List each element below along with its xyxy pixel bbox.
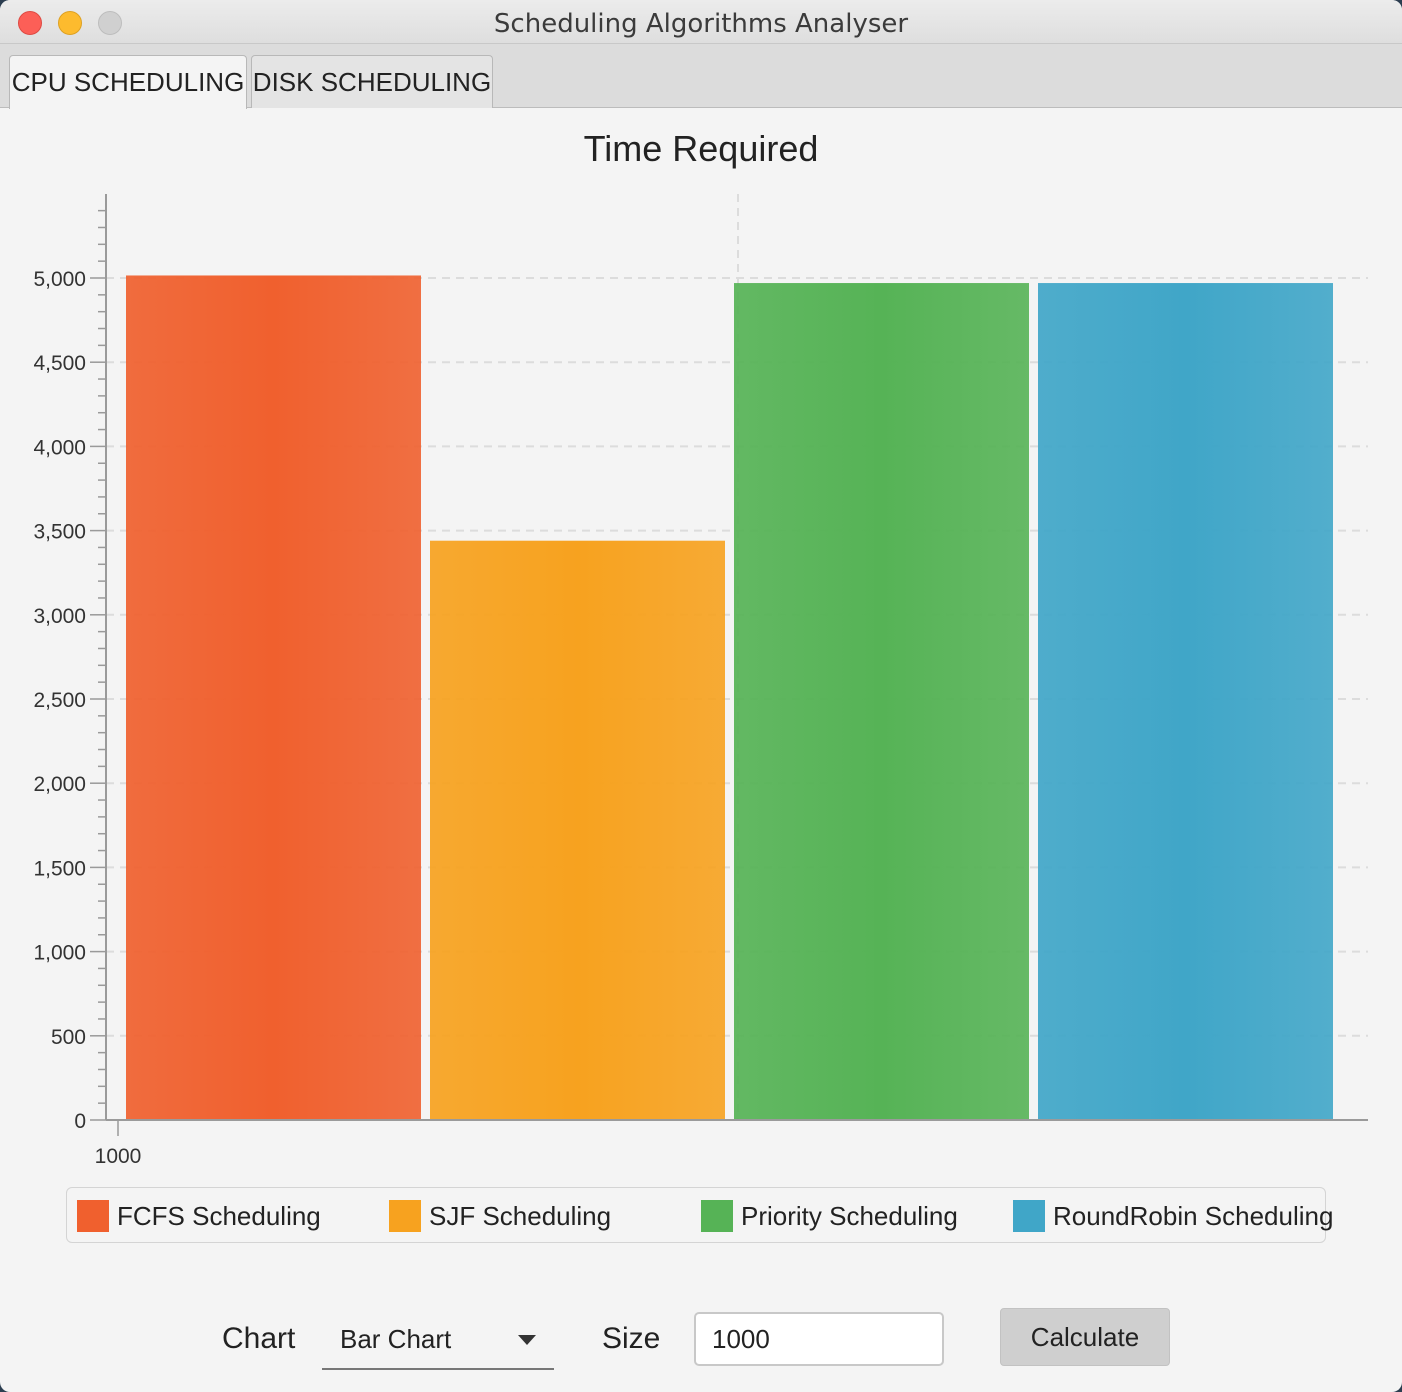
legend-swatch-fcfs — [77, 1200, 109, 1232]
legend-label-roundrobin: RoundRobin Scheduling — [1053, 1200, 1334, 1231]
chart-legend: FCFS Scheduling SJF Scheduling Priority … — [66, 1187, 1333, 1243]
bar-sjf-scheduling — [430, 540, 725, 1120]
y-tick-label-500: 500 — [51, 1026, 86, 1049]
bar-chart: 0 500 1,000 1,500 2,000 2,500 3,000 3,500 4,000 4… — [33, 194, 1368, 1168]
legend-item-fcfs: FCFS Scheduling — [77, 1200, 321, 1232]
y-tick-label-2500: 2,500 — [33, 689, 86, 712]
maximize-window-button[interactable] — [98, 11, 122, 35]
chart-type-label: Chart — [222, 1322, 296, 1355]
minimize-window-button[interactable] — [58, 11, 82, 35]
legend-item-sjf: SJF Scheduling — [389, 1200, 611, 1232]
y-tick-label-0: 0 — [74, 1110, 86, 1133]
chevron-down-icon — [518, 1335, 536, 1345]
tab-bar: CPU SCHEDULING DISK SCHEDULING — [0, 44, 1402, 109]
chart-type-select-value: Bar Chart — [340, 1324, 452, 1354]
tab-disk-scheduling[interactable]: DISK SCHEDULING — [251, 55, 493, 108]
legend-swatch-sjf — [389, 1200, 421, 1232]
y-tick-label-3000: 3,000 — [33, 605, 86, 628]
y-tick-label-3500: 3,500 — [33, 521, 86, 544]
legend-swatch-roundrobin — [1013, 1200, 1045, 1232]
y-tick-label-2000: 2,000 — [33, 773, 86, 796]
legend-swatch-priority — [701, 1200, 733, 1232]
size-label: Size — [602, 1322, 661, 1355]
bar-roundrobin-scheduling — [1038, 283, 1333, 1120]
legend-item-priority: Priority Scheduling — [701, 1200, 958, 1232]
y-tick-label-1000: 1,000 — [33, 942, 86, 965]
legend-label-sjf: SJF Scheduling — [429, 1200, 612, 1231]
chart-type-select[interactable]: Bar Chart — [322, 1314, 554, 1370]
y-tick-label-4000: 4,000 — [33, 436, 86, 459]
bar-fcfs-scheduling — [126, 275, 421, 1120]
y-tick-label-4500: 4,500 — [33, 352, 86, 375]
size-input[interactable] — [694, 1312, 944, 1366]
legend-label-priority: Priority Scheduling — [741, 1200, 958, 1231]
title-bar: Scheduling Algorithms Analyser — [0, 0, 1402, 44]
chart-title: Time Required — [583, 128, 819, 169]
close-window-button[interactable] — [18, 11, 42, 35]
bar-priority-scheduling — [734, 283, 1029, 1120]
calculate-button[interactable]: Calculate — [1000, 1308, 1170, 1366]
legend-item-roundrobin: RoundRobin Scheduling — [1013, 1200, 1333, 1232]
y-tick-label-1500: 1,500 — [33, 857, 86, 880]
window-title: Scheduling Algorithms Analyser — [493, 9, 909, 39]
tab-cpu-scheduling[interactable]: CPU SCHEDULING — [9, 55, 247, 109]
legend-label-fcfs: FCFS Scheduling — [117, 1200, 321, 1231]
x-tick-label: 1000 — [95, 1145, 142, 1168]
y-tick-label-5000: 5,000 — [33, 268, 86, 291]
